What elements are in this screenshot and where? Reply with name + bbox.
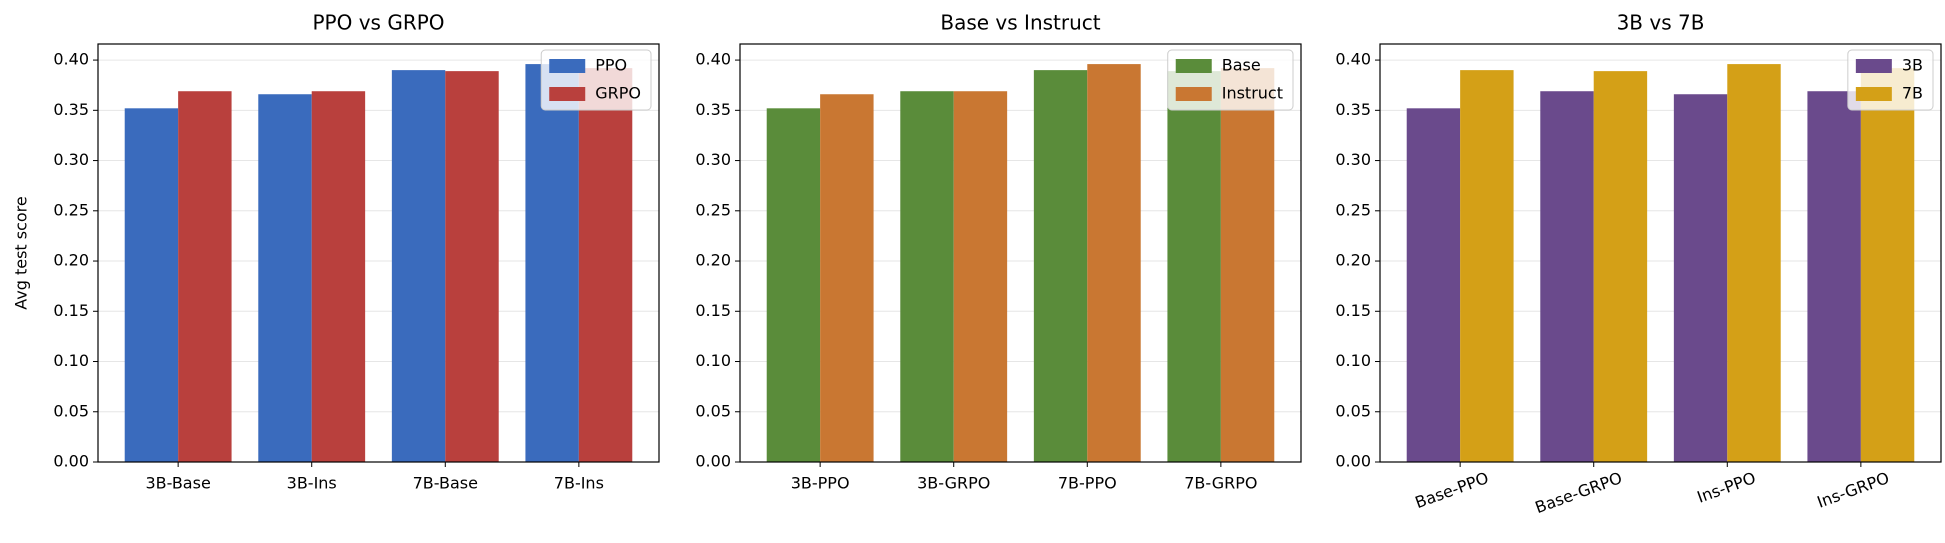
y-tick-label: 0.25 xyxy=(695,200,731,219)
x-tick-label: Ins-PPO xyxy=(1695,468,1759,507)
bar xyxy=(178,91,232,463)
y-tick-label: 0.15 xyxy=(53,301,89,320)
y-tick-label: 0.40 xyxy=(1335,50,1371,69)
bar xyxy=(1033,70,1088,462)
x-tick-label: Base-GRPO xyxy=(1533,468,1625,517)
legend: Base Instruct xyxy=(1167,49,1294,111)
bar xyxy=(124,108,179,463)
x-tick-label: 3B-GRPO xyxy=(917,474,990,493)
legend-label: 3B xyxy=(1902,56,1923,75)
bar xyxy=(1406,108,1461,463)
bar xyxy=(525,64,579,462)
y-tick-label: 0.10 xyxy=(1335,351,1371,370)
bar xyxy=(1220,68,1275,462)
y-tick-label: 0.05 xyxy=(53,401,89,420)
panel: PPO vs GRPO Avg test score 0.00 0.05 0.10 0.1… xyxy=(12,11,660,493)
legend-label: PPO xyxy=(595,56,627,75)
y-tick-label: 0.40 xyxy=(53,50,89,69)
legend-label: 7B xyxy=(1902,84,1923,103)
panel-title: Base vs Instruct xyxy=(940,11,1100,35)
y-tick-label: 0.30 xyxy=(53,150,89,169)
bar xyxy=(1540,91,1594,463)
y-tick-label: 0.35 xyxy=(695,100,731,119)
bar xyxy=(311,91,366,463)
y-tick-label: 0.05 xyxy=(1335,401,1371,420)
x-tick-label: 3B-PPO xyxy=(791,474,850,493)
x-tick-label: 7B-Base xyxy=(413,474,478,493)
y-tick-label: 0.15 xyxy=(695,301,731,320)
bar xyxy=(1593,71,1648,462)
panel: 3B vs 7B 0.00 0.05 0.10 0.15 0.20 0.25 0.30 0.35… xyxy=(1335,11,1942,517)
legend-label: Instruct xyxy=(1222,84,1283,103)
y-axis-label: Avg test score xyxy=(12,196,31,310)
y-tick-label: 0.10 xyxy=(53,351,89,370)
x-tick-label: 7B-GRPO xyxy=(1184,474,1257,493)
y-tick-label: 0.20 xyxy=(695,251,731,270)
y-tick-label: 0.35 xyxy=(53,100,89,119)
y-tick-label: 0.30 xyxy=(695,150,731,169)
y-tick-label: 0.20 xyxy=(53,251,89,270)
bar xyxy=(1167,71,1221,462)
x-tick-label: Ins-GRPO xyxy=(1814,468,1891,512)
bar xyxy=(1727,64,1781,462)
x-tick-label: 3B-Ins xyxy=(287,474,337,493)
bar xyxy=(766,108,821,463)
y-tick-label: 0.20 xyxy=(1335,251,1371,270)
y-tick-label: 0.15 xyxy=(1335,301,1371,320)
legend-swatch xyxy=(1175,59,1212,73)
bar xyxy=(445,71,499,462)
x-tick-label: 7B-PPO xyxy=(1058,474,1117,493)
axes-frame xyxy=(739,43,1302,463)
panel-title: 3B vs 7B xyxy=(1617,11,1705,35)
y-tick-label: 0.05 xyxy=(695,401,731,420)
y-tick-label: 0.35 xyxy=(1335,100,1371,119)
bar xyxy=(258,94,312,462)
bar xyxy=(1460,70,1514,462)
legend-label: Base xyxy=(1222,56,1261,75)
legend-swatch xyxy=(1855,59,1892,73)
bar xyxy=(953,91,1008,463)
legend-label: GRPO xyxy=(595,84,641,103)
legend-swatch xyxy=(549,87,586,101)
legend: PPO GRPO xyxy=(540,49,652,111)
axes-frame xyxy=(1379,43,1942,463)
y-tick-label: 0.40 xyxy=(695,50,731,69)
axes-frame xyxy=(97,43,660,463)
bar xyxy=(578,68,633,462)
x-tick-label: Base-PPO xyxy=(1413,468,1492,512)
y-tick-label: 0.00 xyxy=(53,452,89,471)
bar xyxy=(1860,68,1915,462)
y-tick-label: 0.30 xyxy=(1335,150,1371,169)
y-tick-label: 0.00 xyxy=(695,452,731,471)
y-tick-label: 0.25 xyxy=(1335,200,1371,219)
panel: Base vs Instruct 0.00 0.05 0.10 0.15 0.20 0.25… xyxy=(695,11,1302,493)
bar xyxy=(391,70,446,462)
legend-swatch xyxy=(1175,87,1212,101)
x-tick-label: 7B-Ins xyxy=(554,474,604,493)
x-tick-label: 3B-Base xyxy=(145,474,210,493)
legend-swatch xyxy=(1855,87,1892,101)
legend-swatch xyxy=(549,59,586,73)
panel-title: PPO vs GRPO xyxy=(312,11,444,35)
bar xyxy=(1087,64,1141,462)
bar xyxy=(900,91,954,463)
bar xyxy=(820,94,874,462)
y-tick-label: 0.10 xyxy=(695,351,731,370)
y-tick-label: 0.25 xyxy=(53,200,89,219)
y-tick-label: 0.00 xyxy=(1335,452,1371,471)
bar xyxy=(1673,94,1728,462)
bar xyxy=(1807,91,1861,463)
